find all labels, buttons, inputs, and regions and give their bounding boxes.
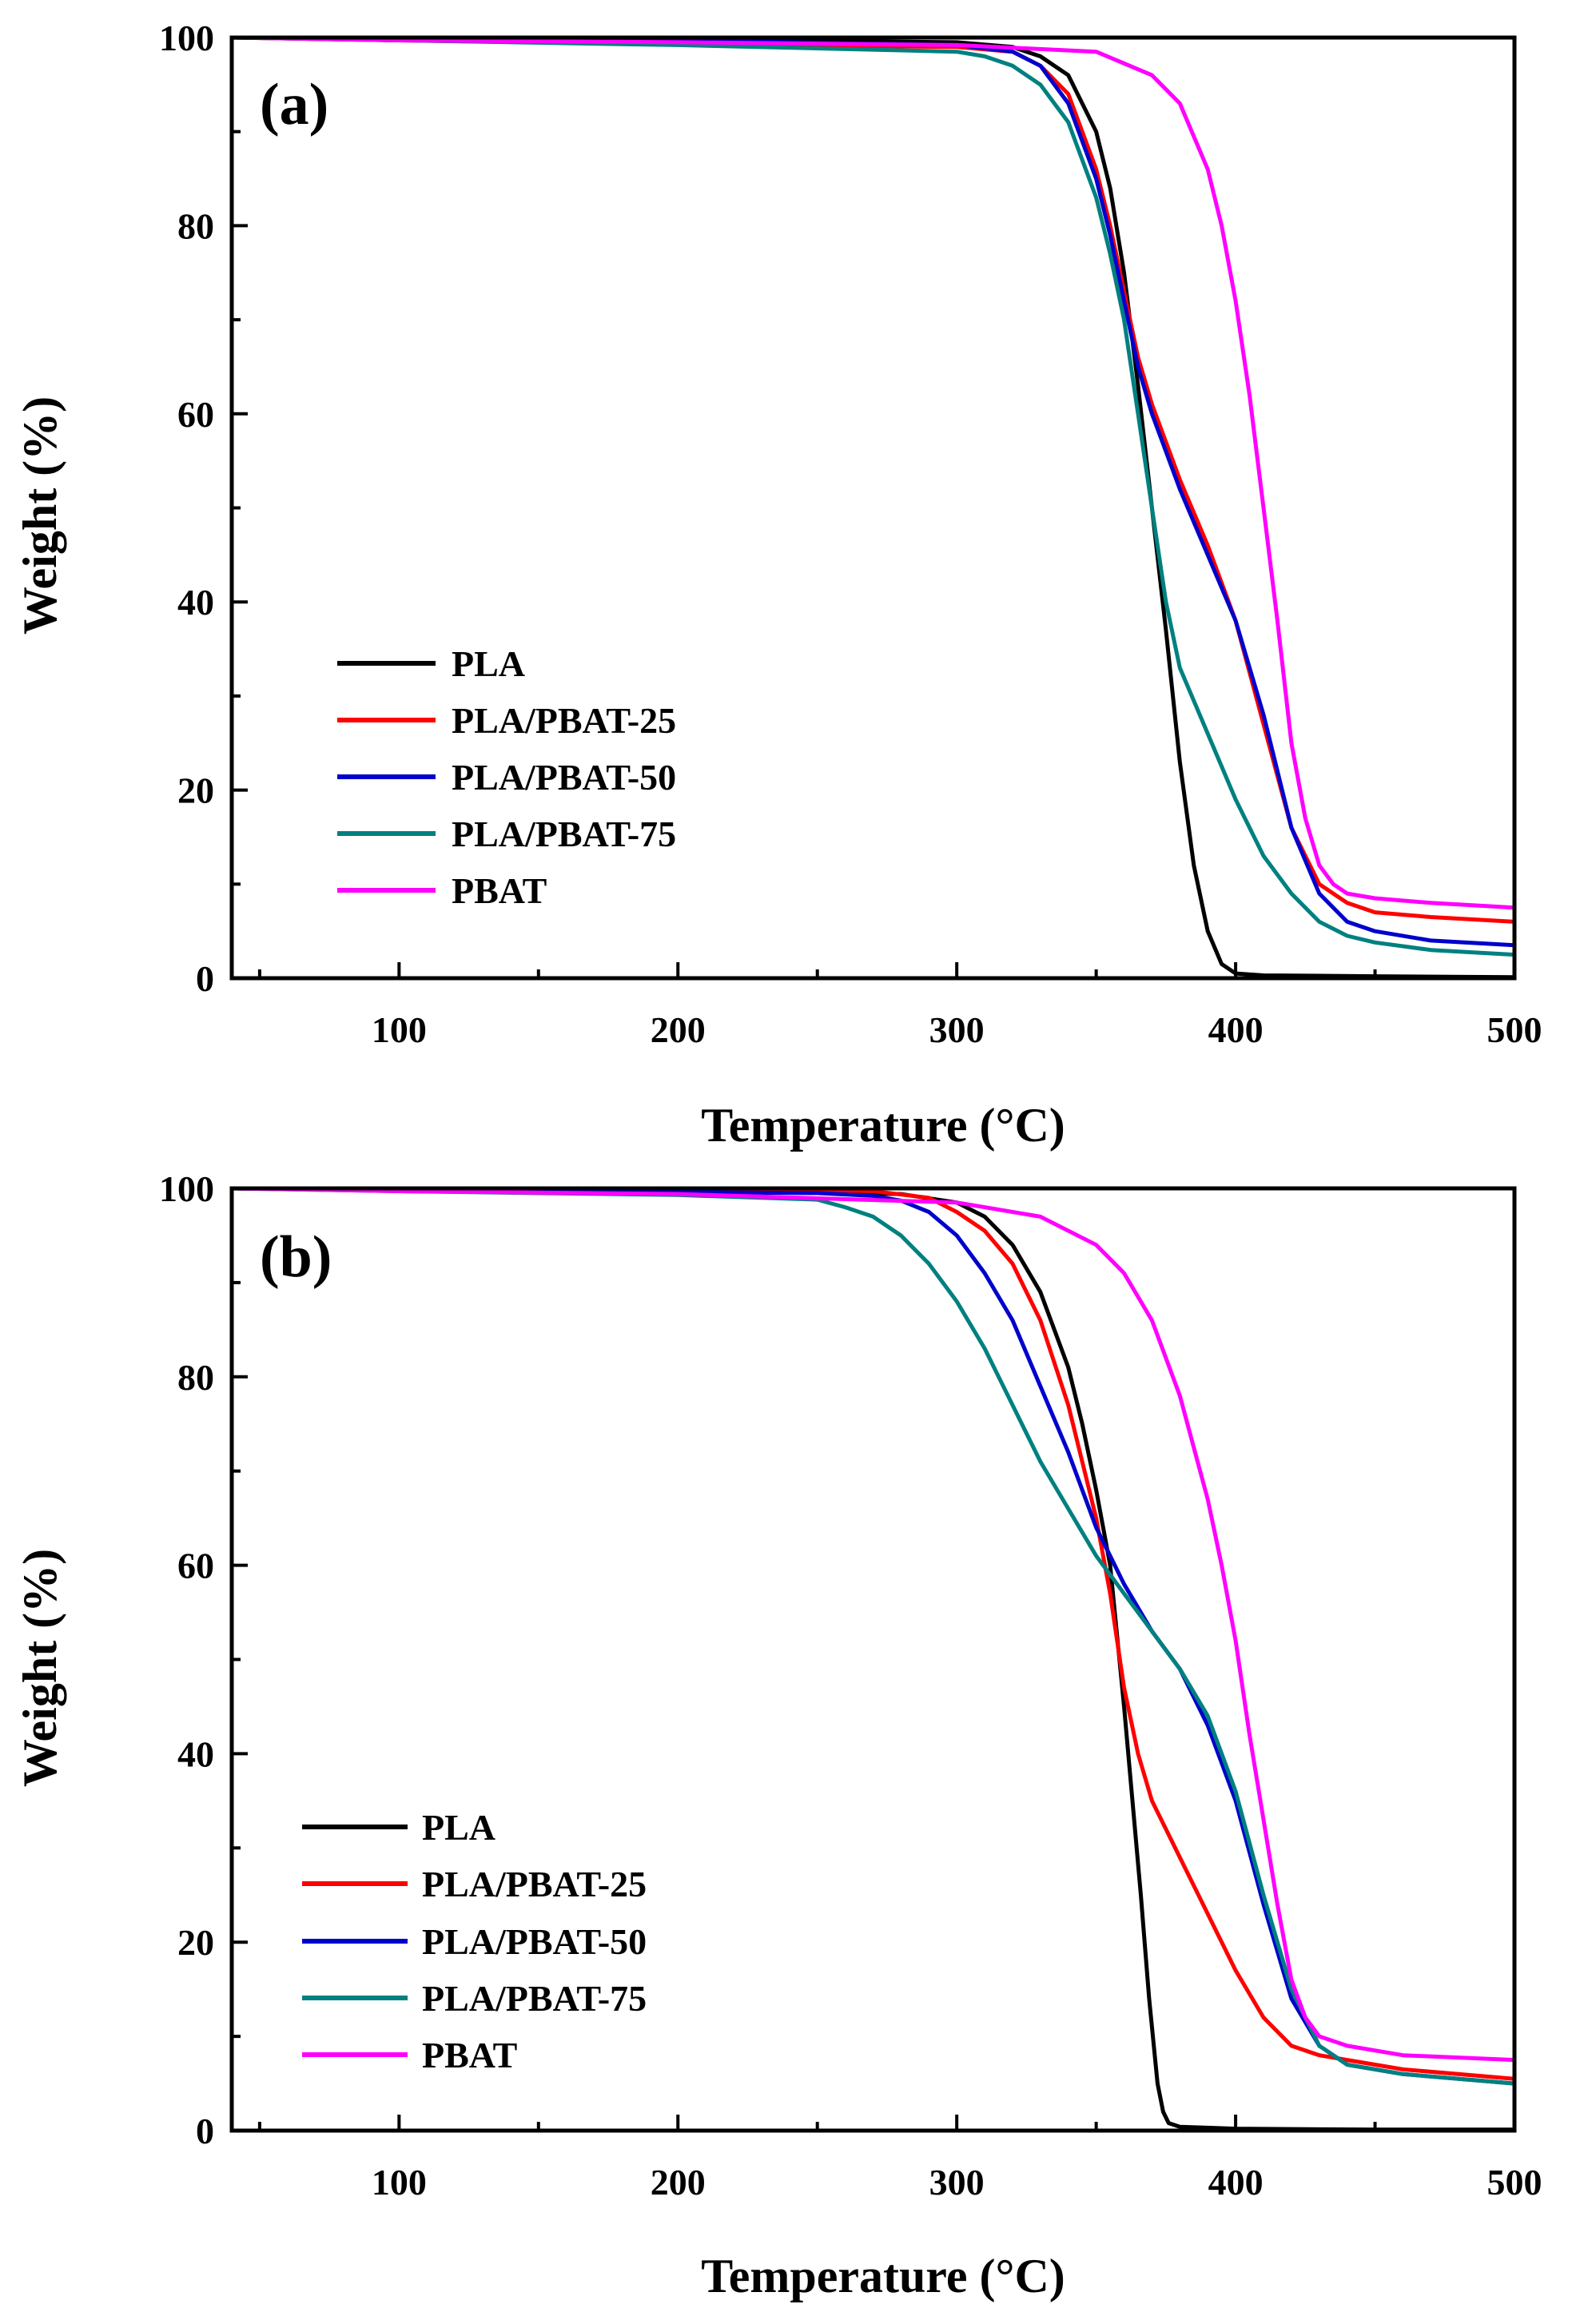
legend-item: PLA/PBAT-25	[302, 1864, 647, 1904]
legend-label: PLA	[452, 643, 525, 684]
legend-item: PBAT	[302, 2035, 517, 2075]
axes-layer: 100 200 300 400 500 0 20 40 60 80 100	[159, 1168, 1542, 2203]
legend-label: PLA/PBAT-50	[422, 1921, 647, 1962]
legend-label: PLA	[422, 1807, 495, 1848]
y-tick-label: 40	[177, 1733, 214, 1774]
series-line	[229, 1186, 1517, 2086]
series-line	[229, 1186, 1517, 2063]
y-tick-label: 0	[196, 958, 214, 999]
legend-item: PBAT	[337, 870, 547, 911]
series-layer	[229, 1186, 1517, 2132]
panel-label: (b)	[260, 1224, 332, 1290]
legend-label: PLA/PBAT-75	[422, 1978, 647, 2019]
y-tick-label: 0	[196, 2111, 214, 2151]
x-axis-title: Temperature (°C)	[701, 2250, 1065, 2302]
legend-item: PLA	[337, 643, 525, 684]
legend-label: PLA/PBAT-25	[452, 700, 676, 741]
legend-item: PLA	[302, 1807, 495, 1848]
x-tick-label: 200	[651, 2162, 706, 2203]
x-tick-label: 400	[1208, 1009, 1264, 1050]
series-line	[229, 35, 1517, 948]
x-tick-label: 500	[1487, 2162, 1542, 2203]
legend: PLA PLA/PBAT-25 PLA/PBAT-50 PLA/PBAT-75 …	[302, 1807, 647, 2075]
series-line	[229, 35, 1517, 957]
y-tick-label: 20	[177, 770, 214, 811]
panel-a: Weight (%) Temperature (°C) 100 200 300 400…	[14, 18, 1542, 1152]
legend-label: PBAT	[422, 2035, 517, 2075]
legend-label: PLA/PBAT-75	[452, 814, 676, 854]
y-tick-label: 60	[177, 1546, 214, 1586]
x-tick-label: 300	[929, 1009, 985, 1050]
legend-label: PLA/PBAT-25	[422, 1864, 647, 1904]
legend-item: PLA/PBAT-75	[337, 814, 676, 854]
legend-item: PLA/PBAT-25	[337, 700, 676, 741]
x-tick-label: 200	[651, 1009, 706, 1050]
y-axis-title: Weight (%)	[14, 396, 66, 635]
x-tick-label: 300	[929, 2162, 985, 2203]
x-axis-title: Temperature (°C)	[701, 1099, 1065, 1152]
legend-item: PLA/PBAT-50	[302, 1921, 647, 1962]
series-line	[229, 1186, 1517, 2081]
x-tick-label: 100	[372, 2162, 427, 2203]
x-tick-label: 100	[372, 1009, 427, 1050]
legend-label: PLA/PBAT-50	[452, 757, 676, 798]
y-tick-label: 100	[159, 18, 214, 58]
panel-b: Weight (%) Temperature (°C) 100 200 300 400…	[14, 1168, 1542, 2302]
y-tick-label: 80	[177, 205, 214, 246]
series-line	[229, 1186, 1517, 2132]
plot-frame	[229, 35, 1517, 981]
y-tick-label: 80	[177, 1357, 214, 1398]
legend: PLA PLA/PBAT-25 PLA/PBAT-50 PLA/PBAT-75 …	[337, 643, 676, 911]
legend-label: PBAT	[452, 870, 547, 911]
series-layer	[229, 35, 1517, 980]
y-axis-title: Weight (%)	[14, 1549, 66, 1787]
y-tick-label: 40	[177, 582, 214, 623]
x-tick-label: 400	[1208, 2162, 1264, 2203]
series-line	[229, 35, 1517, 924]
y-tick-label: 100	[159, 1168, 214, 1209]
legend-item: PLA/PBAT-50	[337, 757, 676, 798]
y-tick-label: 20	[177, 1922, 214, 1963]
series-line	[229, 35, 1517, 980]
series-line	[229, 35, 1517, 910]
series-line	[229, 1186, 1517, 2086]
axes-layer: 100 200 300 400 500 0 20 40 60 80 100	[159, 18, 1542, 1050]
panel-label: (a)	[260, 72, 328, 137]
x-tick-label: 500	[1487, 1009, 1542, 1050]
legend-item: PLA/PBAT-75	[302, 1978, 647, 2019]
y-tick-label: 60	[177, 394, 214, 435]
